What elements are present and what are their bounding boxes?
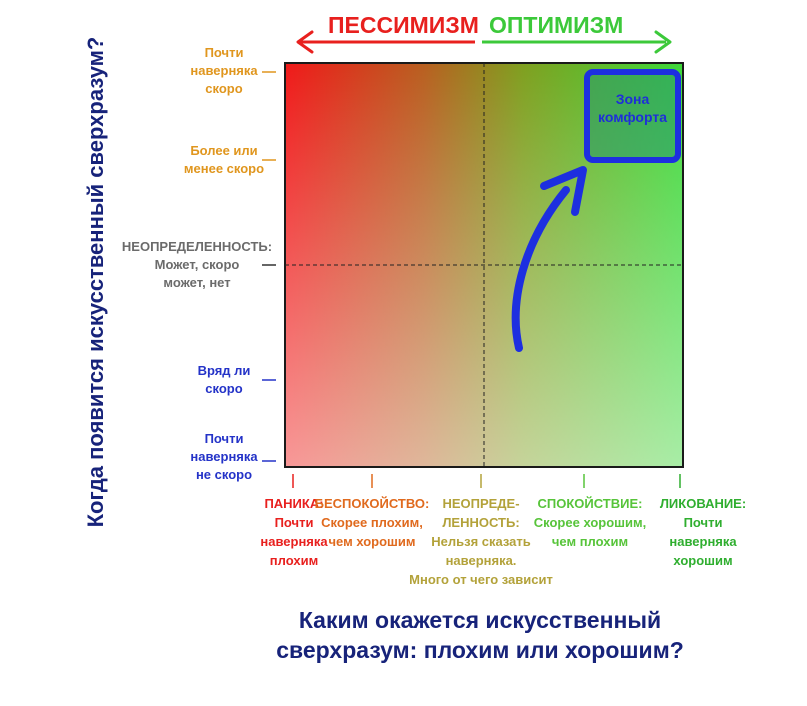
x-anxiety-head: БЕСПОКОЙСТВО: — [314, 496, 430, 511]
y-level-almost-surely-not-soon: Почти наверняка не скоро — [190, 431, 258, 482]
optimism-label: ОПТИМИЗМ — [489, 12, 624, 38]
y-level-more-or-less-soon: Более или менее скоро — [183, 143, 265, 176]
comfort-zone-box — [584, 69, 681, 163]
y-uncertainty-head: НЕОПРЕДЕЛЕННОСТЬ: — [121, 239, 273, 254]
pessimism-label: ПЕССИМИЗМ — [328, 12, 479, 38]
x-level-panic: ПАНИКА: Почти наверняка плохим — [228, 494, 360, 570]
x-uncertainty-head: НЕОПРЕДЕ- ЛЕННОСТЬ: — [442, 496, 520, 530]
x-panic-head: ПАНИКА: — [264, 496, 324, 511]
x-jubilation-body: Почти наверняка хорошим — [669, 515, 737, 568]
x-level-anxiety: БЕСПОКОЙСТВО: Скорее плохим, чем хорошим — [302, 494, 442, 551]
x-anxiety-body: Скорее плохим, чем хорошим — [321, 515, 423, 549]
x-level-uncertainty: НЕОПРЕДЕ- ЛЕННОСТЬ: Нельзя сказать навер… — [396, 494, 566, 589]
y-level-unlikely-soon: Вряд ли скоро — [197, 363, 251, 396]
x-calm-body: Скорее хорошим, чем плохим — [533, 515, 647, 549]
comfort-zone-label: Зона комфорта — [598, 91, 667, 125]
x-axis-title: Каким окажется искусственный сверхразум:… — [276, 607, 684, 663]
y-level-almost-surely-soon: Почти наверняка скоро — [190, 45, 258, 96]
progress-arrow-icon — [511, 166, 587, 352]
optimism-arrow-icon — [482, 30, 672, 54]
y-uncertainty-body: Может, скоро может, нет — [154, 257, 240, 290]
x-calm-head: СПОКОЙСТВИЕ: — [537, 496, 643, 511]
y-level-uncertainty: НЕОПРЕДЕЛЕННОСТЬ: Может, скоро может, не… — [108, 238, 286, 292]
pessimism-arrow-icon — [296, 30, 475, 54]
x-level-calm: СПОКОЙСТВИЕ: Скорее хорошим, чем плохим — [520, 494, 660, 551]
x-jubilation-head: ЛИКОВАНИЕ: — [659, 496, 747, 511]
x-level-jubilation: ЛИКОВАНИЕ: Почти наверняка хорошим — [640, 494, 766, 570]
x-uncertainty-body: Нельзя сказать наверняка. Много от чего … — [409, 534, 553, 587]
x-panic-body: Почти наверняка плохим — [260, 515, 328, 568]
